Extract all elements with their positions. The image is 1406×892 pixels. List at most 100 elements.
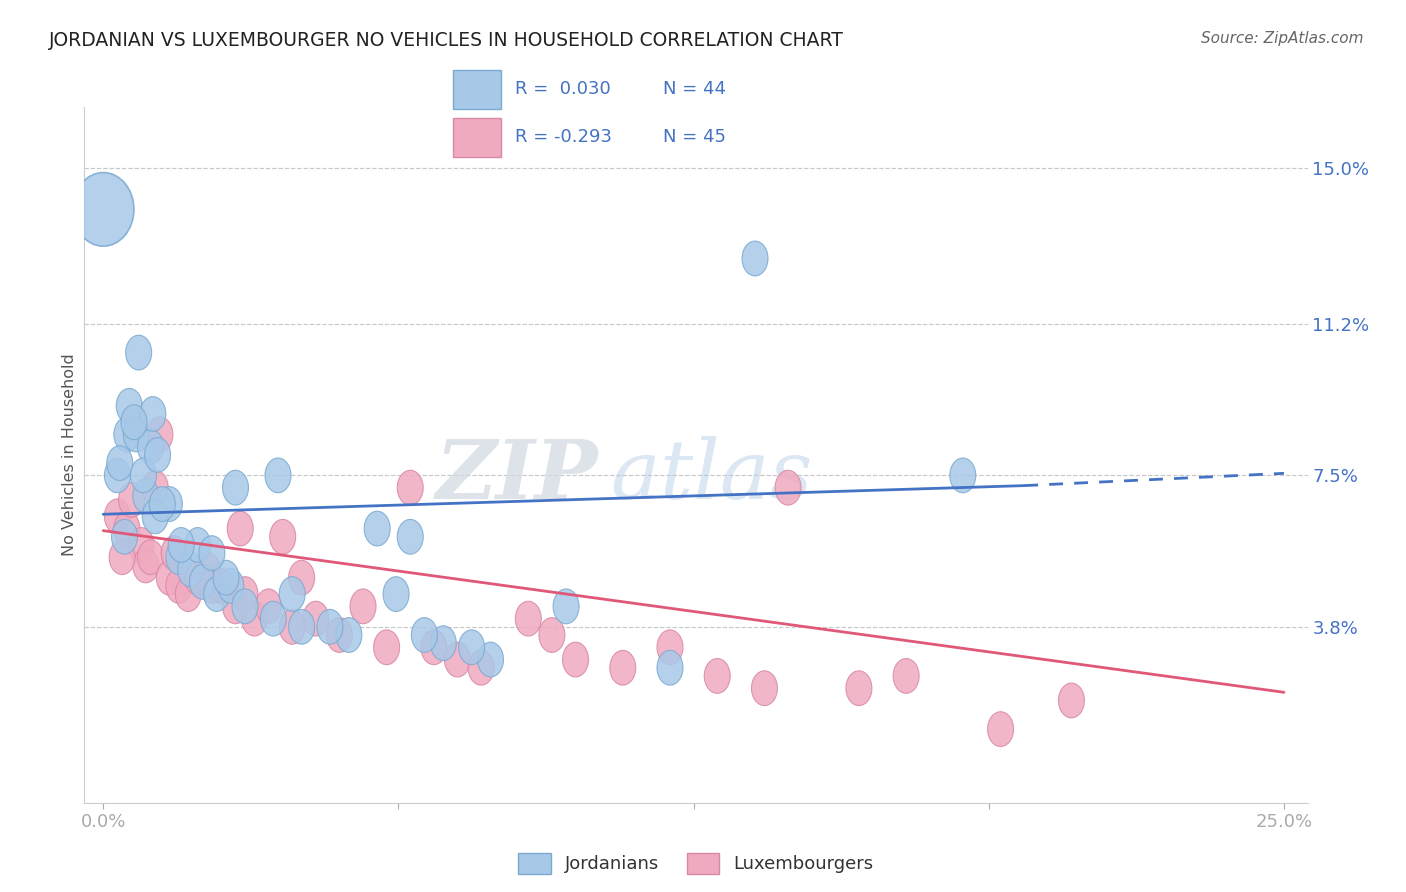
Ellipse shape	[893, 658, 920, 693]
Ellipse shape	[222, 470, 249, 505]
Ellipse shape	[194, 552, 221, 587]
Ellipse shape	[398, 519, 423, 554]
Ellipse shape	[562, 642, 589, 677]
Ellipse shape	[987, 712, 1014, 747]
Ellipse shape	[610, 650, 636, 685]
Ellipse shape	[350, 589, 375, 624]
Ellipse shape	[104, 499, 131, 533]
Ellipse shape	[107, 446, 132, 481]
Ellipse shape	[132, 478, 159, 513]
Text: atlas: atlas	[610, 436, 813, 516]
Ellipse shape	[162, 536, 187, 571]
Ellipse shape	[1059, 683, 1084, 718]
Ellipse shape	[374, 630, 399, 665]
Ellipse shape	[260, 601, 287, 636]
Ellipse shape	[657, 650, 683, 685]
Ellipse shape	[117, 388, 142, 423]
Y-axis label: No Vehicles in Household: No Vehicles in Household	[62, 353, 77, 557]
Ellipse shape	[184, 560, 211, 595]
Text: Source: ZipAtlas.com: Source: ZipAtlas.com	[1201, 31, 1364, 46]
Ellipse shape	[950, 458, 976, 492]
Ellipse shape	[232, 577, 257, 612]
Ellipse shape	[264, 458, 291, 492]
Ellipse shape	[775, 470, 801, 505]
Ellipse shape	[242, 601, 267, 636]
Ellipse shape	[198, 568, 225, 603]
Ellipse shape	[316, 609, 343, 644]
Ellipse shape	[280, 577, 305, 612]
Ellipse shape	[336, 617, 361, 652]
Ellipse shape	[398, 470, 423, 505]
Ellipse shape	[104, 458, 131, 492]
Ellipse shape	[232, 589, 257, 624]
Ellipse shape	[138, 540, 163, 574]
Ellipse shape	[169, 527, 194, 562]
Ellipse shape	[198, 536, 225, 571]
Ellipse shape	[553, 589, 579, 624]
Ellipse shape	[190, 565, 215, 599]
Ellipse shape	[430, 626, 457, 661]
Ellipse shape	[132, 548, 159, 582]
Ellipse shape	[364, 511, 391, 546]
Ellipse shape	[118, 483, 145, 517]
Ellipse shape	[138, 429, 163, 464]
Ellipse shape	[139, 397, 166, 432]
Ellipse shape	[214, 560, 239, 595]
Ellipse shape	[148, 417, 173, 452]
Ellipse shape	[478, 642, 503, 677]
Ellipse shape	[657, 630, 683, 665]
Ellipse shape	[208, 568, 235, 603]
Ellipse shape	[218, 568, 243, 603]
Ellipse shape	[288, 609, 315, 644]
Ellipse shape	[128, 527, 155, 562]
Ellipse shape	[516, 601, 541, 636]
Ellipse shape	[125, 335, 152, 370]
Text: N = 45: N = 45	[664, 128, 727, 146]
Ellipse shape	[204, 577, 229, 612]
Ellipse shape	[458, 630, 485, 665]
Ellipse shape	[288, 560, 315, 595]
Ellipse shape	[846, 671, 872, 706]
Text: R = -0.293: R = -0.293	[515, 128, 612, 146]
Ellipse shape	[420, 630, 447, 665]
Text: ZIP: ZIP	[436, 436, 598, 516]
Ellipse shape	[142, 499, 169, 533]
Ellipse shape	[166, 540, 191, 574]
Ellipse shape	[222, 589, 249, 624]
Ellipse shape	[256, 589, 281, 624]
Ellipse shape	[145, 437, 170, 473]
Ellipse shape	[156, 487, 183, 522]
Ellipse shape	[280, 609, 305, 644]
Ellipse shape	[124, 417, 149, 452]
Ellipse shape	[270, 519, 295, 554]
Ellipse shape	[444, 642, 471, 677]
Ellipse shape	[176, 577, 201, 612]
Text: R =  0.030: R = 0.030	[515, 80, 612, 98]
Ellipse shape	[131, 458, 156, 492]
Ellipse shape	[149, 487, 176, 522]
Ellipse shape	[302, 601, 329, 636]
Ellipse shape	[177, 552, 204, 587]
Ellipse shape	[114, 511, 139, 546]
Ellipse shape	[538, 617, 565, 652]
Ellipse shape	[110, 540, 135, 574]
Ellipse shape	[184, 527, 211, 562]
Ellipse shape	[73, 172, 134, 246]
Ellipse shape	[382, 577, 409, 612]
FancyBboxPatch shape	[453, 118, 502, 157]
Text: N = 44: N = 44	[664, 80, 727, 98]
Ellipse shape	[468, 650, 494, 685]
Legend: Jordanians, Luxembourgers: Jordanians, Luxembourgers	[519, 853, 873, 874]
Text: JORDANIAN VS LUXEMBOURGER NO VEHICLES IN HOUSEHOLD CORRELATION CHART: JORDANIAN VS LUXEMBOURGER NO VEHICLES IN…	[49, 31, 844, 50]
Ellipse shape	[121, 405, 148, 440]
Ellipse shape	[114, 417, 139, 452]
Ellipse shape	[111, 519, 138, 554]
Ellipse shape	[156, 560, 183, 595]
Ellipse shape	[751, 671, 778, 706]
Ellipse shape	[412, 617, 437, 652]
Ellipse shape	[166, 568, 191, 603]
Ellipse shape	[742, 241, 768, 276]
Ellipse shape	[142, 470, 169, 505]
FancyBboxPatch shape	[453, 70, 502, 109]
Ellipse shape	[228, 511, 253, 546]
